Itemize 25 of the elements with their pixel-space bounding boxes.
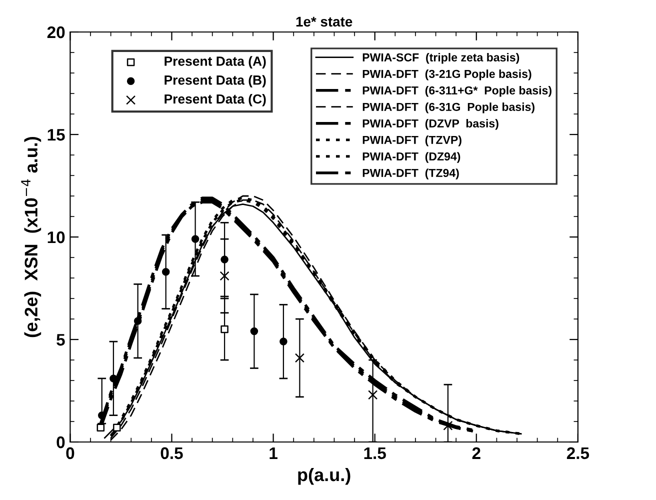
- legend-label: Present Data (C): [164, 94, 266, 106]
- x-tick-label: 1.5: [364, 447, 386, 460]
- chart-title: 1e* state: [296, 16, 352, 27]
- x-tick-label: 1: [270, 447, 278, 459]
- x-tick-label: 0: [66, 447, 74, 460]
- legend-label: PWIA-DFT (TZ94): [362, 168, 459, 180]
- legend-label: Present Data (B): [164, 75, 266, 88]
- y-tick-label: 5: [56, 334, 65, 346]
- x-tick-label: 2.5: [566, 447, 590, 460]
- legend-label: PWIA-DFT (DZ94): [362, 152, 460, 163]
- x-axis-title: p(a.u.): [298, 468, 350, 485]
- legend-label: Present Data (A): [164, 56, 266, 68]
- y-tick-label: 15: [48, 129, 65, 141]
- y-axis-title: (e,2e) XSN (x10$^{−4}$ a.u.): [21, 136, 42, 338]
- y-tick-label: 20: [47, 26, 65, 38]
- x-tick-label: 0.5: [160, 447, 183, 460]
- legend-label: PWIA-DFT (6-31G Pople basis): [362, 102, 534, 114]
- legend-label: PWIA-SCF (triple zeta basis): [362, 53, 520, 64]
- y-tick-label: 0: [56, 436, 65, 448]
- legend-label: PWIA-DFT (3-21G Pople basis): [362, 70, 532, 80]
- legend-label: PWIA-DFT (6-311+G* Pople basis): [362, 86, 552, 97]
- x-tick-label: 2: [472, 447, 480, 459]
- legend-label: PWIA-DFT (DZVP basis): [362, 119, 498, 130]
- legend-label: PWIA-DFT (TZVP): [362, 136, 462, 146]
- y-tick-label: 10: [48, 231, 65, 244]
